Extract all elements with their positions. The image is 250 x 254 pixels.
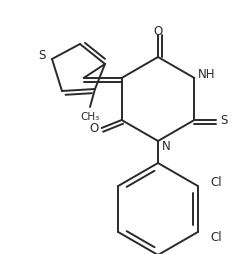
- Text: O: O: [89, 122, 98, 135]
- Text: S: S: [221, 114, 228, 127]
- Text: N: N: [162, 140, 170, 153]
- Text: S: S: [38, 48, 46, 61]
- Text: NH: NH: [198, 68, 215, 81]
- Text: Cl: Cl: [210, 175, 222, 188]
- Text: O: O: [154, 24, 162, 37]
- Text: CH₃: CH₃: [80, 112, 100, 121]
- Text: Cl: Cl: [210, 231, 222, 244]
